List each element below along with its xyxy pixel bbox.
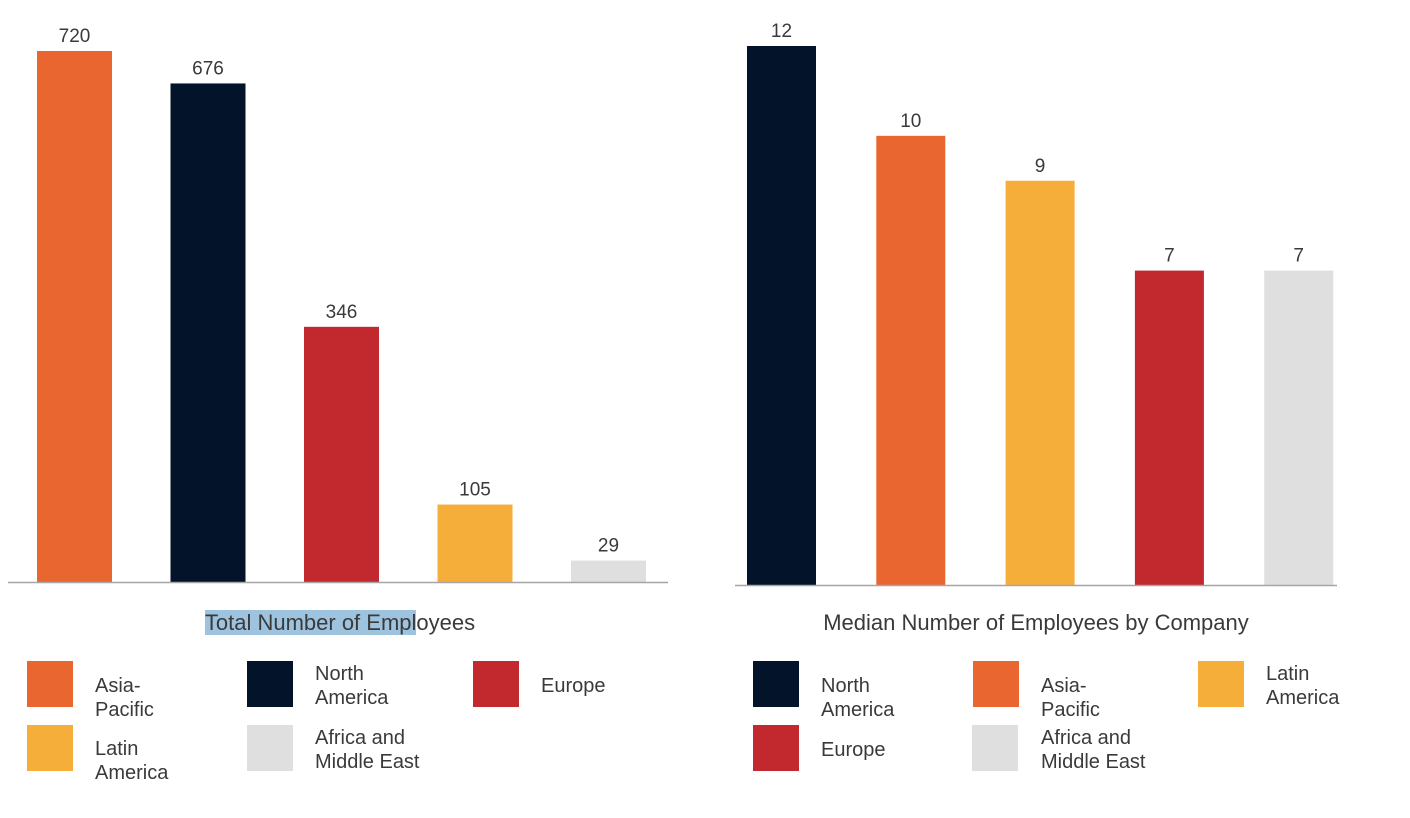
chart-title-total-employees: Total Number of Employees (160, 609, 520, 637)
bar-north-america (747, 46, 816, 585)
data-label: 720 (59, 26, 91, 47)
legend-swatch (753, 661, 799, 707)
bar-chart-median-employees: 12 10 9 7 7 (735, 21, 1337, 587)
legend-swatch (1198, 661, 1244, 707)
legend-label: Latin America (95, 738, 169, 784)
bar-africa-and-middle-east (1264, 270, 1334, 585)
legend-label: Asia-Pacific (1041, 675, 1100, 721)
legend-label: Latin America (1266, 663, 1340, 709)
title-highlight: Total Number of Empl (204, 610, 417, 635)
data-label: 9 (1035, 156, 1046, 177)
data-label: 7 (1293, 246, 1304, 267)
bar-africa-and-middle-east (571, 560, 646, 582)
legend-label: North America (821, 675, 895, 721)
bar-europe (1134, 270, 1204, 585)
legend-label: North America (315, 663, 389, 709)
bar-asia-pacific (876, 135, 946, 586)
data-label: 10 (900, 111, 921, 132)
data-label: 346 (326, 302, 358, 323)
legend-swatch (247, 661, 293, 707)
chart-title-median-employees: Median Number of Employees by Company (823, 610, 1249, 635)
bar-asia-pacific (37, 51, 112, 582)
legend-label: Europe (541, 675, 606, 697)
bar-europe (304, 326, 379, 582)
legend-swatch (247, 725, 293, 771)
legend-swatch (753, 725, 799, 771)
data-label: 12 (771, 21, 792, 42)
legend-swatch (27, 661, 73, 707)
bar-north-america (170, 83, 246, 582)
bar-chart-total-employees: 720 676 346 105 29 (8, 26, 668, 584)
data-label: 676 (192, 58, 224, 79)
legend-label: Africa and Middle East (315, 727, 420, 773)
legend-swatch (972, 725, 1018, 771)
legend-label: Asia-Pacific (95, 675, 154, 721)
legend-label: Africa and Middle East (1041, 727, 1146, 773)
legend-swatch (473, 661, 519, 707)
bar-latin-america (1005, 180, 1075, 585)
title-remainder: oyees (416, 610, 476, 635)
legend-label: Europe (821, 739, 886, 761)
data-label: 29 (598, 536, 619, 557)
legend-swatch (973, 661, 1019, 707)
bar-latin-america (437, 504, 513, 582)
data-label: 7 (1164, 246, 1175, 267)
data-label: 105 (459, 480, 491, 501)
legend-swatch (27, 725, 73, 771)
